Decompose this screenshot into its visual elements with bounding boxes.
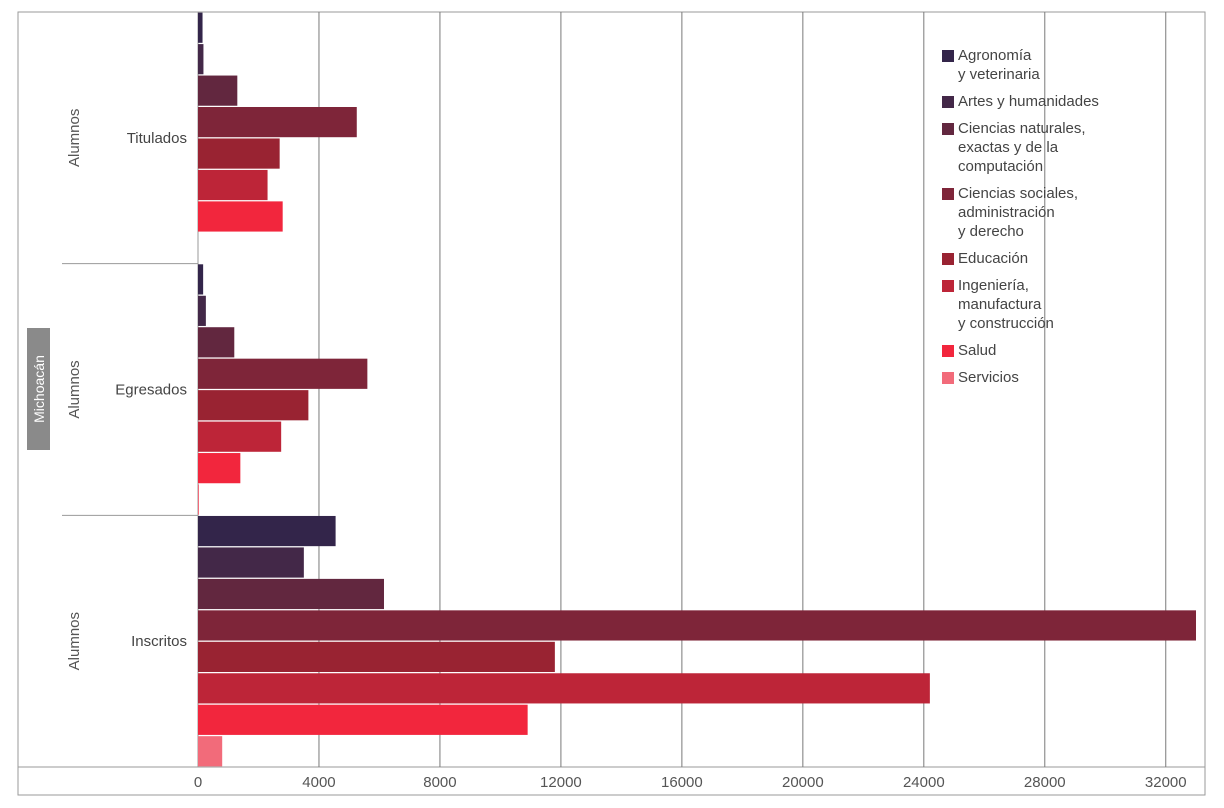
bar — [198, 138, 280, 169]
x-tick-label: 0 — [194, 774, 202, 791]
category-label: Titulados — [127, 130, 187, 147]
category-label: Inscritos — [131, 633, 187, 650]
bar — [198, 295, 206, 326]
region-label: Michoacán — [27, 328, 50, 450]
x-tick-label: 4000 — [302, 774, 335, 791]
legend-swatch — [942, 345, 954, 357]
legend-item: Ciencias sociales, administración y dere… — [942, 184, 1142, 241]
bar — [198, 736, 223, 767]
x-tick-label: 16000 — [661, 774, 703, 791]
legend-swatch — [942, 123, 954, 135]
x-tick-label: 32000 — [1145, 774, 1187, 791]
legend-label: Agronomía y veterinaria — [958, 47, 1040, 83]
legend-item: Servicios — [942, 368, 1142, 387]
legend-item: Agronomía y veterinaria — [942, 46, 1142, 84]
bar — [198, 484, 199, 515]
x-tick-label: 20000 — [782, 774, 824, 791]
legend-swatch — [942, 188, 954, 200]
bar — [198, 390, 309, 421]
bar — [198, 515, 336, 547]
legend-item: Artes y humanidades — [942, 92, 1142, 111]
x-tick-label: 8000 — [423, 774, 456, 791]
bar — [198, 641, 555, 672]
legend-swatch — [942, 280, 954, 292]
bar — [198, 264, 204, 295]
region-label-text: Michoacán — [30, 355, 47, 423]
bar — [198, 704, 528, 735]
x-tick-label: 12000 — [540, 774, 582, 791]
bar — [198, 673, 930, 704]
bar — [198, 327, 235, 358]
legend-swatch — [942, 253, 954, 265]
legend-label: Ingeniería, manufactura y construcción — [958, 277, 1054, 332]
legend-label: Salud — [958, 342, 997, 359]
legend-label: Ciencias sociales, administración y dere… — [958, 185, 1079, 240]
legend-swatch — [942, 96, 954, 108]
chart-frame — [17, 11, 1206, 796]
outer-category-label: Alumnos — [66, 612, 83, 670]
outer-category-label: Alumnos — [66, 109, 83, 167]
bar — [198, 169, 268, 201]
legend: Agronomía y veterinaria Artes y humanidad… — [942, 46, 1142, 395]
outer-category-label: Alumnos — [66, 360, 83, 418]
category-label: Egresados — [115, 382, 187, 399]
legend-label: Educación — [958, 250, 1029, 267]
bar — [198, 610, 1196, 641]
bar — [198, 201, 283, 232]
x-tick-label: 24000 — [903, 774, 945, 791]
bar — [198, 75, 238, 106]
legend-item: Ingeniería, manufactura y construcción — [942, 276, 1142, 333]
bar — [198, 453, 241, 484]
x-tick-label: 28000 — [1024, 774, 1066, 791]
legend-item: Salud — [942, 341, 1142, 360]
bar — [198, 547, 304, 578]
bar — [198, 421, 282, 452]
bar — [198, 358, 368, 389]
legend-swatch — [942, 50, 954, 62]
legend-label: Artes y humanidades — [958, 93, 1099, 110]
bar — [198, 107, 357, 138]
legend-item: Ciencias naturales, exactas y de la comp… — [942, 119, 1142, 176]
bar — [198, 12, 203, 43]
legend-label: Servicios — [958, 369, 1019, 386]
legend-item: Educación — [942, 249, 1142, 268]
legend-label: Ciencias naturales, exactas y de la comp… — [958, 120, 1086, 175]
bar — [198, 578, 384, 610]
bar — [198, 44, 204, 75]
legend-swatch — [942, 372, 954, 384]
